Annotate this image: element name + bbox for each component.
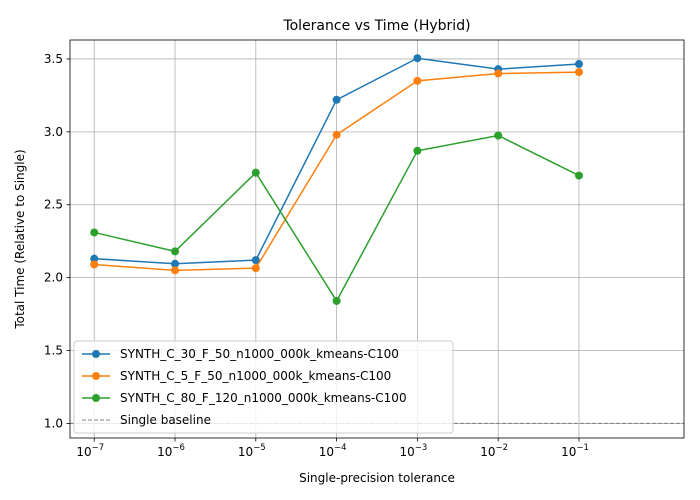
legend: SYNTH_C_30_F_50_n1000_000k_kmeans-C100 SY… [73,340,454,434]
data-point [574,60,583,69]
y-tick-label: 2.5 [44,198,63,212]
data-point [574,171,583,180]
y-axis-label: Total Time (Relative to Single) [13,149,27,329]
data-point [171,266,180,275]
data-point [413,54,422,63]
series-1 [90,54,583,268]
data-point [90,254,99,263]
series-3 [90,131,583,305]
data-point [90,228,99,237]
y-tick-label: 3.5 [44,52,63,66]
data-point [251,168,260,177]
legend-swatch-marker [92,372,100,380]
legend-item: SYNTH_C_30_F_50_n1000_000k_kmeans-C100 [82,347,399,361]
chart-title: Tolerance vs Time (Hybrid) [282,18,470,34]
data-point [332,95,341,104]
data-point [171,259,180,268]
data-point [574,68,583,77]
x-tick-label: 10−7 [76,443,104,459]
x-tick-label: 10−6 [157,443,185,459]
data-point [494,69,503,78]
x-tick-label: 10−4 [319,443,347,459]
legend-swatch-marker [92,350,100,358]
y-tick-label: 1.0 [44,416,63,430]
legend-item: Single baseline [82,413,211,427]
data-point [251,264,260,273]
data-point [251,256,260,265]
legend-item: SYNTH_C_5_F_50_n1000_000k_kmeans-C100 [82,369,391,383]
legend-frame [73,340,454,434]
x-tick-label: 10−5 [238,443,266,459]
data-point [90,260,99,269]
legend-label: SYNTH_C_5_F_50_n1000_000k_kmeans-C100 [120,369,391,383]
data-point [413,146,422,155]
x-tick-label: 10−1 [561,443,589,459]
data-point [494,131,503,140]
data-point [171,247,180,256]
y-tick-label: 2.0 [44,271,63,285]
series-2 [90,68,583,275]
plot-frame [69,39,685,439]
data-point [413,76,422,85]
y-tick-label: 3.0 [44,125,63,139]
x-tick-label: 10−3 [399,443,427,459]
legend-swatch-marker [92,394,100,402]
series-layer [90,54,583,305]
y-axis-ticks: 1.0 1.5 2.0 2.5 3.0 3.5 [44,52,70,430]
legend-label: Single baseline [120,413,211,427]
y-tick-label: 1.5 [44,344,63,358]
data-point [332,130,341,139]
x-tick-label: 10−2 [480,443,508,459]
x-axis-ticks: 10−7 10−6 10−5 10−4 10−3 10−2 10−1 [76,438,589,459]
legend-item: SYNTH_C_80_F_120_n1000_000k_kmeans-C100 [82,391,407,405]
legend-label: SYNTH_C_80_F_120_n1000_000k_kmeans-C100 [120,391,407,405]
x-axis-label: Single-precision tolerance [299,471,455,485]
data-point [332,296,341,305]
legend-label: SYNTH_C_30_F_50_n1000_000k_kmeans-C100 [120,347,399,361]
